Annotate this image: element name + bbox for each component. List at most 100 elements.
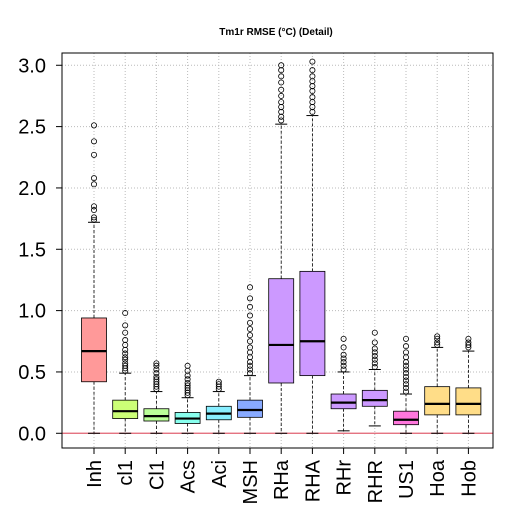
outlier-point <box>278 117 285 124</box>
outlier-point <box>434 341 441 348</box>
iqr-box <box>237 399 263 418</box>
outlier-point <box>246 284 253 291</box>
plot-frame <box>61 52 494 449</box>
outlier-point <box>278 92 285 99</box>
box-US1 <box>393 335 419 434</box>
outlier-point <box>122 310 129 317</box>
y-tick-label: 0.5 <box>18 362 46 384</box>
outlier-point <box>91 207 98 214</box>
x-tick-label: US1 <box>396 460 418 499</box>
iqr-box <box>455 387 482 416</box>
outlier-point <box>153 373 160 380</box>
outlier-point <box>340 344 347 351</box>
outlier-point <box>371 352 378 359</box>
x-axis: Inh cl1 Cl1 Acs Aci MSH RHa RHA RHr RHR US1 Hoa Hob <box>84 448 480 504</box>
outlier-point <box>371 356 378 363</box>
outlier-point <box>278 99 285 106</box>
outlier-point <box>246 344 253 351</box>
box-Acs <box>174 362 201 434</box>
outlier-point <box>91 138 98 145</box>
x-tick-label: RHr <box>334 460 356 496</box>
outlier-point <box>278 62 285 69</box>
outlier-point <box>309 67 316 74</box>
iqr-box <box>112 399 139 419</box>
outlier-point <box>465 341 472 348</box>
outlier-point <box>153 370 160 377</box>
outlier-point <box>402 388 409 395</box>
outlier-point <box>309 94 316 101</box>
outlier-point <box>246 366 253 373</box>
outlier-point <box>402 349 409 356</box>
outlier-point <box>215 381 222 388</box>
outlier-point <box>246 303 253 310</box>
outlier-point <box>278 86 285 93</box>
box-layer <box>81 58 482 434</box>
outlier-point <box>402 343 409 350</box>
x-tick-label: cl1 <box>115 460 137 486</box>
x-tick-label: RHA <box>302 459 324 502</box>
outlier-point <box>122 362 129 369</box>
box-Inh <box>81 122 107 434</box>
x-tick-label: RHa <box>271 459 293 500</box>
outlier-point <box>246 362 253 369</box>
outlier-point <box>402 362 409 369</box>
outlier-point <box>371 339 378 346</box>
x-tick-label: Aci <box>209 460 231 488</box>
outlier-point <box>340 335 347 342</box>
outlier-point <box>402 384 409 391</box>
iqr-box <box>424 386 451 416</box>
outlier-point <box>402 370 409 377</box>
outlier-point <box>309 99 316 106</box>
x-tick-label: Inh <box>84 460 106 488</box>
box-Hoa <box>424 333 451 434</box>
outlier-point <box>371 364 378 371</box>
outlier-point <box>184 382 191 389</box>
box-Aci <box>205 378 232 434</box>
y-tick-label: 2.5 <box>18 117 46 139</box>
y-tick-label: 0.0 <box>18 423 46 445</box>
outlier-point <box>309 73 316 80</box>
outlier-point <box>434 333 441 340</box>
box-RHA <box>299 58 326 434</box>
outlier-point <box>402 377 409 384</box>
outlier-point <box>340 351 347 358</box>
outlier-point <box>246 326 253 333</box>
iqr-box <box>299 270 326 377</box>
x-tick-label: Acs <box>178 460 200 493</box>
outlier-point <box>246 319 253 326</box>
y-tick-label: 1.5 <box>18 239 46 261</box>
outlier-point <box>340 362 347 369</box>
outlier-point <box>91 175 98 182</box>
iqr-box <box>81 317 107 383</box>
iqr-box <box>393 410 419 426</box>
outlier-point <box>371 345 378 352</box>
box-RHR <box>361 329 388 427</box>
x-tick-label: RHR <box>365 460 387 503</box>
outlier-point <box>91 203 98 210</box>
outlier-point <box>122 354 129 361</box>
outlier-point <box>122 356 129 363</box>
iqr-box <box>330 393 357 410</box>
outlier-point <box>246 295 253 302</box>
box-Hob <box>455 335 482 434</box>
outlier-point <box>340 355 347 362</box>
x-tick-label: MSH <box>240 460 262 504</box>
outlier-point <box>184 376 191 383</box>
outlier-point <box>402 381 409 388</box>
outlier-point <box>278 79 285 86</box>
outlier-point <box>153 360 160 367</box>
box-Cl1 <box>143 360 170 434</box>
outlier-point <box>91 181 98 188</box>
y-tick-label: 1.0 <box>18 301 46 323</box>
outlier-point <box>246 370 253 377</box>
iqr-box <box>268 278 295 384</box>
box-RHr <box>330 335 357 432</box>
iqr-box <box>361 389 388 407</box>
x-tick-label: Hoa <box>427 459 449 497</box>
outlier-point <box>153 366 160 373</box>
outlier-point <box>153 362 160 369</box>
outlier-point <box>371 329 378 336</box>
y-tick-label: 3.0 <box>18 55 46 77</box>
outlier-point <box>215 378 222 385</box>
